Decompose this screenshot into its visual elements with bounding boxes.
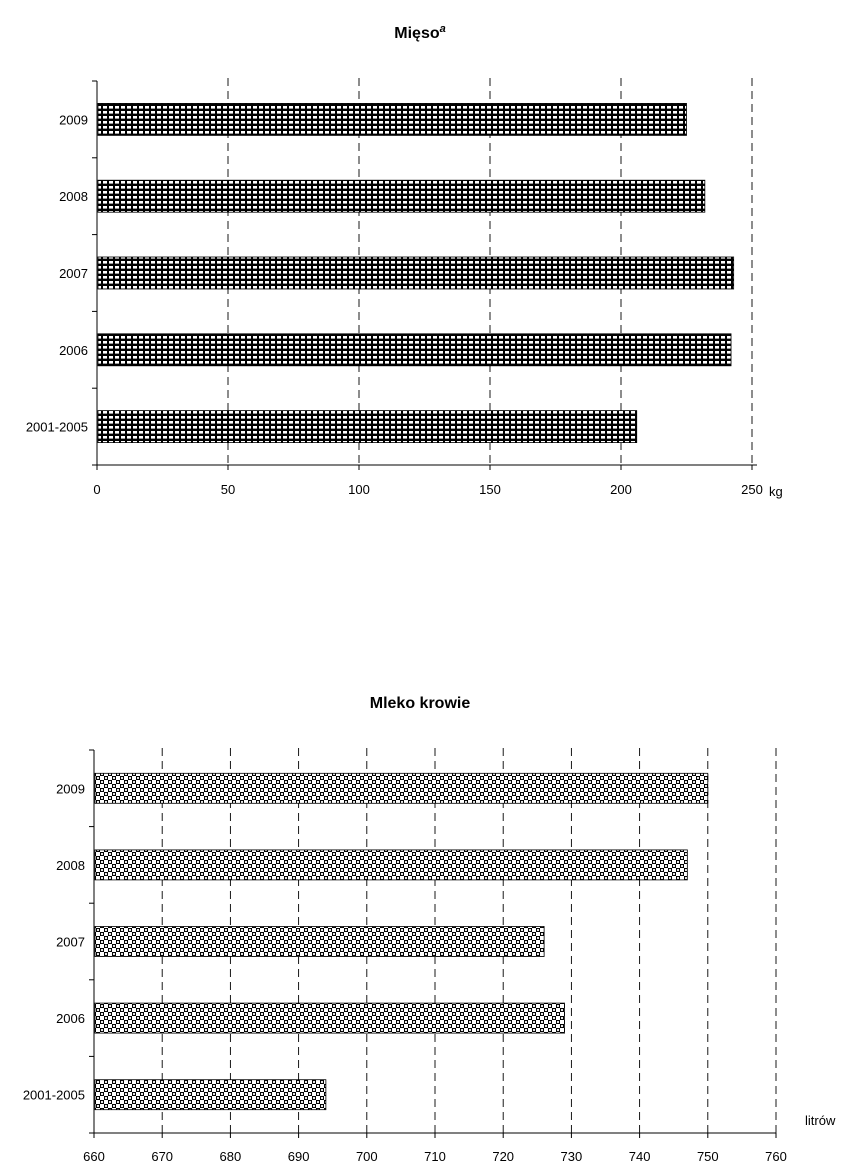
bar <box>97 179 706 213</box>
chart-milk: Mleko krowie 2001-2005 2006 2007 2008 2009 6… <box>23 695 836 1164</box>
category-label: 2009 <box>56 781 85 796</box>
x-tick-label: 760 <box>765 1149 787 1164</box>
x-tick-label: 740 <box>629 1149 651 1164</box>
bar <box>97 410 638 444</box>
bar <box>94 849 688 881</box>
x-tick-label: 150 <box>479 482 501 497</box>
x-tick-label: 710 <box>424 1149 446 1164</box>
x-tick-label: 690 <box>288 1149 310 1164</box>
x-unit-label: litrów <box>805 1113 836 1128</box>
category-label: 2007 <box>59 266 88 281</box>
x-unit-label: kg <box>769 484 783 499</box>
x-tick-label: 50 <box>221 482 235 497</box>
x-tick-label: 660 <box>83 1149 105 1164</box>
bar <box>97 333 732 367</box>
category-label: 2001-2005 <box>26 420 88 435</box>
category-label: 2008 <box>56 858 85 873</box>
x-tick-labels: 660 670 680 690 700 710 720 730 740 750 760 <box>83 1149 787 1164</box>
bar <box>97 256 735 290</box>
x-tick-label: 0 <box>93 482 100 497</box>
category-label: 2007 <box>56 935 85 950</box>
category-label: 2001-2005 <box>23 1088 85 1103</box>
y-tick-marks <box>92 80 97 466</box>
category-label: 2009 <box>59 112 88 127</box>
bar <box>94 926 545 957</box>
category-label: 2006 <box>59 343 88 358</box>
x-tick-label: 720 <box>492 1149 514 1164</box>
bar <box>94 772 709 804</box>
x-tick-labels: 0 50 100 150 200 250 <box>93 482 762 497</box>
x-tick-label: 700 <box>356 1149 378 1164</box>
chart-meat: Mięsoa 2001-2005 2006 2007 2008 2009 0 50 100 1… <box>26 23 783 499</box>
x-tick-label: 680 <box>220 1149 242 1164</box>
category-label: 2006 <box>56 1011 85 1026</box>
bar <box>97 103 687 136</box>
x-tick-label: 730 <box>561 1149 583 1164</box>
bars <box>97 103 735 444</box>
category-labels: 2001-2005 2006 2007 2008 2009 <box>23 781 85 1102</box>
x-tick-label: 750 <box>697 1149 719 1164</box>
x-tick-label: 670 <box>151 1149 173 1164</box>
x-tick-marks <box>93 1133 777 1138</box>
x-tick-label: 100 <box>348 482 370 497</box>
x-tick-marks <box>96 465 753 470</box>
chart-title-superscript: a <box>440 23 446 35</box>
x-tick-label: 200 <box>610 482 632 497</box>
y-tick-marks <box>89 749 94 1134</box>
bar <box>94 1079 327 1111</box>
chart-title-text: Mięso <box>394 25 440 42</box>
chart-title: Mięsoa <box>394 23 445 42</box>
category-label: 2008 <box>59 189 88 204</box>
chart-title: Mleko krowie <box>370 695 471 712</box>
x-tick-label: 250 <box>741 482 763 497</box>
bar <box>94 1002 565 1034</box>
category-labels: 2001-2005 2006 2007 2008 2009 <box>26 112 88 434</box>
bars <box>94 772 709 1111</box>
